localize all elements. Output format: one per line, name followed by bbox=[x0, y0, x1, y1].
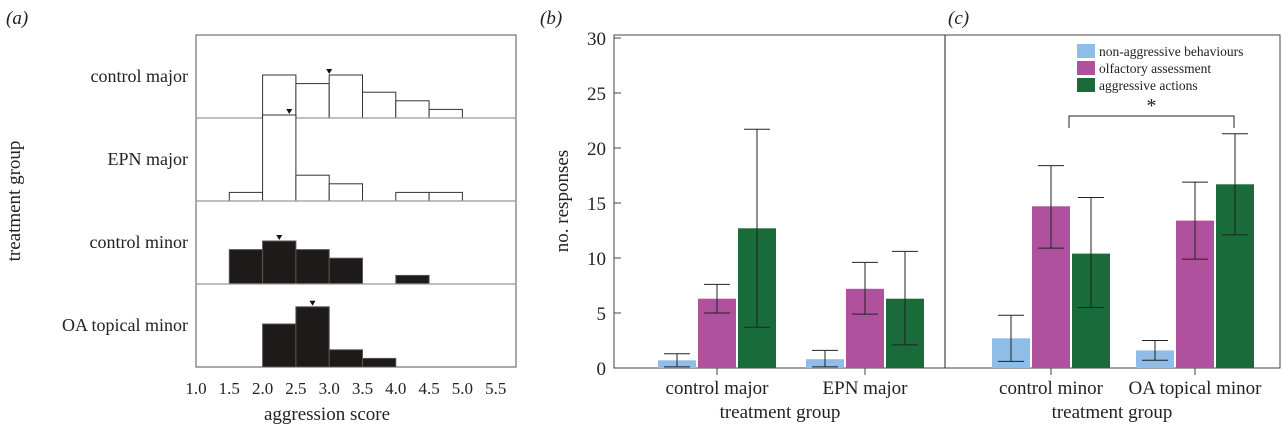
x-tick-label: 3.5 bbox=[352, 379, 373, 398]
y-tick-label: 10 bbox=[587, 249, 606, 270]
median-marker bbox=[309, 300, 316, 306]
x-tick-label: 2.5 bbox=[285, 379, 306, 398]
significance-star: * bbox=[1147, 95, 1157, 117]
histogram-bar bbox=[328, 183, 364, 202]
panel-label-a: (a) bbox=[6, 8, 28, 29]
group-label: control major bbox=[91, 66, 188, 86]
histogram-bar bbox=[228, 191, 264, 202]
panel-a-x-axis-title: aggression score bbox=[264, 404, 390, 425]
histogram-bar bbox=[295, 306, 330, 368]
bracket-line bbox=[1068, 115, 1235, 128]
panel-b-y-axis-title: no. responses bbox=[552, 150, 573, 252]
histogram-bar bbox=[362, 357, 397, 368]
histogram-bar bbox=[395, 274, 430, 285]
y-tick-label: 25 bbox=[587, 84, 606, 105]
legend: non-aggressive behaviours olfactory asses… bbox=[1077, 44, 1243, 93]
y-tick-label: 30 bbox=[587, 29, 606, 50]
legend-label: aggressive actions bbox=[1099, 78, 1198, 93]
x-category-label: EPN major bbox=[823, 378, 909, 399]
legend-swatch bbox=[1077, 78, 1095, 92]
histogram-bar bbox=[262, 240, 297, 285]
x-tick-label: 5.5 bbox=[485, 379, 506, 398]
histogram-bar bbox=[428, 108, 463, 119]
panel-bc-bar-charts: 0 5 10 15 20 25 30 control major EPN major contr… bbox=[552, 29, 1281, 423]
median-marker bbox=[286, 109, 293, 114]
x-category-label: control major bbox=[666, 378, 770, 399]
panel-a-y-axis-title: treatment group bbox=[4, 141, 25, 262]
histogram-bar bbox=[295, 83, 330, 119]
histogram-bar bbox=[228, 249, 264, 285]
group-label: OA topical minor bbox=[62, 315, 188, 335]
median-marker bbox=[276, 235, 283, 240]
histogram-bar bbox=[395, 191, 430, 202]
legend-label: non-aggressive behaviours bbox=[1099, 44, 1243, 59]
x-tick-label: 3.0 bbox=[319, 379, 340, 398]
histogram-bar bbox=[328, 74, 364, 119]
x-tick-label: 4.0 bbox=[385, 379, 406, 398]
group-label: EPN major bbox=[108, 149, 189, 169]
panel-label-b: (b) bbox=[540, 8, 562, 29]
x-category-label: control minor bbox=[999, 378, 1104, 399]
median-marker bbox=[326, 69, 333, 74]
significance-bracket: * bbox=[1068, 95, 1235, 128]
group-label: control minor bbox=[90, 232, 188, 252]
panel-bc-frame bbox=[613, 34, 1281, 369]
y-tick-label: 15 bbox=[587, 194, 606, 215]
histogram-bar bbox=[262, 114, 297, 202]
histogram-bar bbox=[328, 257, 364, 285]
histogram-bar bbox=[395, 100, 430, 119]
panel-c-x-axis-title: treatment group bbox=[1052, 402, 1173, 423]
y-tick-label: 0 bbox=[597, 359, 607, 380]
panel-label-c: (c) bbox=[948, 8, 969, 29]
histogram-bar bbox=[362, 91, 397, 119]
histogram-bar bbox=[328, 349, 364, 368]
histogram-bar bbox=[295, 174, 330, 202]
x-tick-label: 2.0 bbox=[252, 379, 273, 398]
panel-b-x-axis-title: treatment group bbox=[720, 402, 841, 423]
x-tick-label: 1.5 bbox=[219, 379, 240, 398]
y-tick-label: 5 bbox=[597, 304, 607, 325]
histogram-bar bbox=[262, 323, 297, 368]
histogram-bar bbox=[295, 249, 330, 285]
legend-swatch bbox=[1077, 61, 1095, 75]
x-category-label: OA topical minor bbox=[1129, 378, 1263, 399]
histogram-bar bbox=[262, 74, 297, 119]
histogram-bar bbox=[428, 191, 463, 202]
x-tick-label: 5.0 bbox=[452, 379, 473, 398]
legend-label: olfactory assessment bbox=[1099, 61, 1211, 76]
x-tick-label: 4.5 bbox=[418, 379, 439, 398]
panel-a-histograms: control major EPN major control minor OA to… bbox=[4, 34, 517, 425]
legend-swatch bbox=[1077, 44, 1095, 58]
x-tick-label: 1.0 bbox=[185, 379, 206, 398]
y-tick-label: 20 bbox=[587, 139, 606, 160]
